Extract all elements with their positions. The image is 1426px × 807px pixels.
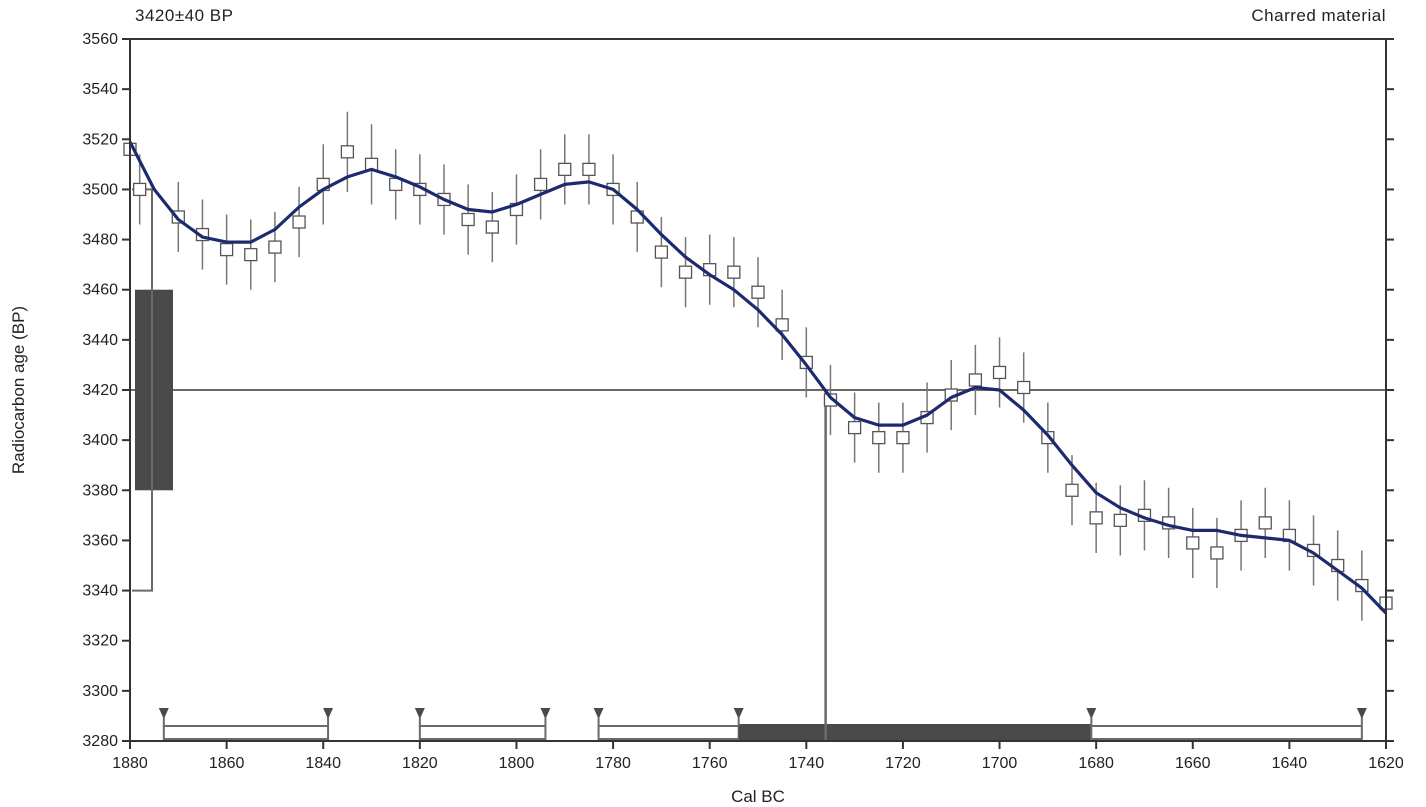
x-tick-label: 1780 (595, 755, 631, 772)
y-tick-label: 3360 (82, 532, 118, 549)
x-tick-label: 1760 (692, 755, 728, 772)
range-marker (540, 708, 551, 719)
y-tick-label: 3560 (82, 31, 118, 48)
x-tick-label: 1640 (1272, 755, 1308, 772)
x-tick-label: 1800 (499, 755, 535, 772)
age-distribution (132, 188, 173, 592)
range-marker (323, 708, 334, 719)
data-point (485, 220, 499, 234)
x-tick-label: 1720 (885, 755, 921, 772)
x-tick-label: 1880 (112, 755, 148, 772)
median-line (130, 389, 1386, 741)
data-point (558, 162, 572, 177)
data-point (847, 420, 862, 435)
data-point (654, 245, 669, 259)
data-point (1065, 483, 1079, 497)
data-point (219, 242, 234, 257)
x-tick-label: 1680 (1078, 755, 1114, 772)
y-tick-label: 3400 (82, 432, 118, 449)
range-marker (158, 708, 169, 719)
data-points (123, 142, 1393, 610)
y-tick-label: 3520 (82, 131, 118, 148)
y-axis-label: Radiocarbon age (BP) (9, 306, 28, 474)
data-point (340, 145, 355, 159)
data-point (823, 393, 838, 407)
data-point (1210, 546, 1224, 560)
data-point (872, 430, 886, 445)
data-point (461, 212, 475, 227)
data-point (1258, 516, 1272, 530)
data-point (582, 162, 596, 177)
data-point (1089, 511, 1103, 525)
data-point (1017, 380, 1031, 395)
x-tick-label: 1860 (209, 755, 245, 772)
chart-title-left: 3420±40 BP (135, 6, 234, 25)
data-point (1113, 513, 1127, 528)
data-point (751, 285, 765, 299)
x-tick-label: 1820 (402, 755, 438, 772)
calibration-curve (128, 141, 1388, 615)
range-marker (733, 708, 744, 719)
y-tick-label: 3500 (82, 181, 118, 198)
y-tick-label: 3340 (82, 583, 118, 600)
calibration-curve-line (128, 141, 1388, 615)
measured-age-box (135, 289, 173, 491)
range-marker (414, 708, 425, 719)
data-point (133, 182, 147, 197)
x-tick-label: 1740 (789, 755, 825, 772)
range-marker (1086, 708, 1097, 719)
calibrated-range-bar (1090, 725, 1363, 740)
calibrated-range-highlight (738, 724, 1092, 741)
y-tick-label: 3300 (82, 683, 118, 700)
data-point (1186, 536, 1200, 550)
range-marker (1356, 708, 1367, 719)
data-point (968, 373, 983, 387)
x-tick-label: 1620 (1368, 755, 1404, 772)
calibrated-range-bar (597, 725, 740, 740)
x-tick-label: 1700 (982, 755, 1018, 772)
y-tick-label: 3420 (82, 382, 118, 399)
data-point (244, 247, 258, 262)
range-marker (593, 708, 604, 719)
calibrated-range-bar (418, 725, 547, 740)
data-point (992, 365, 1007, 380)
y-tick-label: 3440 (82, 332, 118, 349)
axes: 3280 3300 3320 3340 3360 3380 3400 3420 3440 3460… (82, 31, 1403, 772)
y-tick-label: 3460 (82, 282, 118, 299)
calibrated-range-bar (162, 725, 330, 740)
data-point (775, 318, 789, 332)
y-tick-label: 3280 (82, 733, 118, 750)
data-point (896, 430, 910, 445)
data-point (678, 265, 693, 279)
x-tick-label: 1840 (305, 755, 341, 772)
y-tick-label: 3380 (82, 482, 118, 499)
chart-title-right: Charred material (1251, 6, 1386, 25)
x-tick-label: 1660 (1175, 755, 1211, 772)
y-tick-label: 3540 (82, 81, 118, 98)
data-point (268, 240, 282, 254)
data-point (292, 215, 306, 229)
data-point (727, 265, 741, 279)
y-tick-label: 3320 (82, 633, 118, 650)
x-axis-label: Cal BC (731, 787, 785, 806)
data-point (533, 177, 548, 192)
y-tick-label: 3480 (82, 232, 118, 249)
calibrated-ranges (158, 708, 1367, 741)
